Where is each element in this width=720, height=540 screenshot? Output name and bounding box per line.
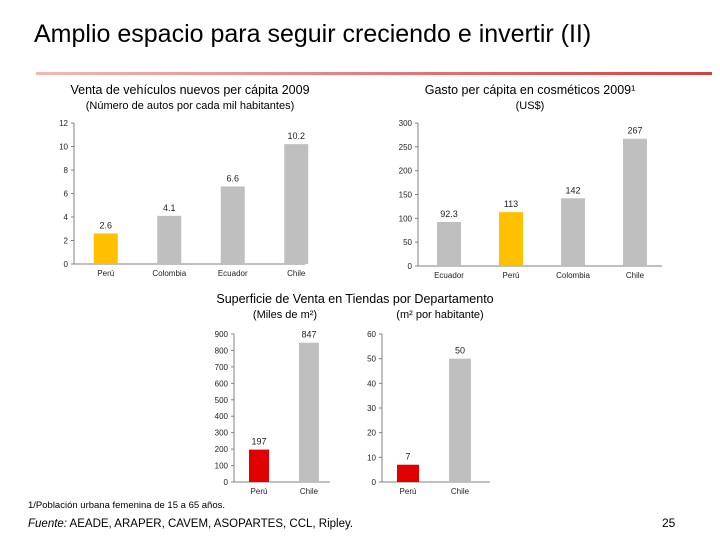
y-tick-label: 700 — [215, 363, 229, 372]
footnote: 1/Población urbana femenina de 15 a 65 a… — [28, 500, 226, 511]
category-label: Chile — [626, 271, 645, 280]
data-label: 113 — [504, 199, 518, 209]
bar-ecuador — [437, 222, 461, 266]
y-tick-label: 30 — [367, 404, 376, 413]
y-tick-label: 150 — [399, 191, 413, 200]
category-label: Perú — [503, 271, 520, 280]
category-label: Perú — [400, 487, 417, 496]
title-divider — [36, 72, 712, 75]
chart-area-thousands-subtitle: (Miles de m²) — [252, 309, 318, 321]
y-tick-label: 60 — [367, 330, 376, 339]
data-label: 4.1 — [163, 203, 176, 213]
y-tick-label: 40 — [367, 379, 376, 388]
y-tick-label: 4 — [64, 213, 69, 222]
data-label: 7 — [405, 452, 410, 462]
y-tick-label: 100 — [215, 462, 229, 471]
bar-chile — [284, 144, 309, 264]
y-tick-label: 0 — [408, 262, 413, 271]
data-label: 10.2 — [287, 131, 305, 141]
y-tick-label: 8 — [64, 166, 69, 175]
category-label: Ecuador — [218, 269, 248, 278]
category-label: Perú — [251, 487, 268, 496]
data-label: 50 — [455, 346, 465, 356]
y-tick-label: 600 — [215, 379, 229, 388]
y-tick-label: 400 — [215, 412, 229, 421]
category-label: Ecuador — [434, 271, 464, 280]
bar-perú — [397, 464, 419, 482]
chart-area-per-inhabitant-subtitle: (m² por habitante) — [396, 309, 484, 321]
y-tick-label: 100 — [399, 214, 413, 223]
y-tick-label: 900 — [215, 330, 229, 339]
slide-title: Amplio espacio para seguir creciendo e i… — [34, 20, 592, 48]
data-label: 92.3 — [440, 209, 458, 219]
page-number: 25 — [662, 516, 676, 530]
y-tick-label: 200 — [399, 167, 413, 176]
source-note: Fuente: AEADE, ARAPER, CAVEM, ASOPARTES,… — [28, 518, 353, 530]
category-label: Chile — [287, 269, 306, 278]
bar-perú — [249, 449, 269, 482]
bar-perú — [499, 212, 523, 266]
y-tick-label: 20 — [367, 429, 376, 438]
category-label: Chile — [300, 487, 319, 496]
y-tick-label: 50 — [367, 355, 376, 364]
category-label: Colombia — [556, 271, 590, 280]
category-label: Colombia — [152, 269, 186, 278]
chart-cosmetics: 0 50 100 150 200 250 300 92.3 Ecuador 113 Perú 142 C… — [399, 119, 662, 280]
bar-chile — [299, 342, 319, 482]
chart-cosmetics-title: Gasto per cápita en cosméticos 2009¹ — [424, 83, 636, 97]
data-label: 267 — [627, 126, 642, 136]
source-label: Fuente: — [28, 518, 67, 530]
chart-area-thousands: 0 100 200 300 400 500 600 700 800 900 197 Perú 847 Ch… — [215, 330, 330, 496]
chart-cosmetics-subtitle: (US$) — [515, 100, 545, 112]
chart-vehicles-title: Venta de vehículos nuevos per cápita 200… — [70, 83, 310, 97]
y-tick-label: 50 — [403, 238, 412, 247]
chart-vehicles-subtitle: (Número de autos por cada mil habitantes… — [85, 100, 295, 112]
category-label: Chile — [451, 487, 470, 496]
y-tick-label: 0 — [224, 478, 229, 487]
y-tick-label: 300 — [399, 119, 413, 128]
bar-colombia — [561, 198, 585, 266]
data-label: 142 — [565, 185, 580, 195]
data-label: 197 — [251, 437, 266, 447]
y-tick-label: 300 — [215, 429, 229, 438]
bar-perú — [93, 233, 118, 264]
y-tick-label: 200 — [215, 445, 229, 454]
y-tick-label: 0 — [64, 260, 69, 269]
bar-chile — [623, 138, 647, 266]
y-tick-label: 12 — [59, 119, 68, 128]
source-text: AEADE, ARAPER, CAVEM, ASOPARTES, CCL, Ri… — [67, 518, 354, 530]
data-label: 847 — [301, 330, 316, 340]
y-tick-label: 6 — [64, 190, 69, 199]
y-tick-label: 2 — [64, 237, 69, 246]
y-tick-label: 800 — [215, 346, 229, 355]
y-tick-label: 250 — [399, 143, 413, 152]
data-label: 6.6 — [226, 173, 239, 183]
bar-colombia — [157, 215, 182, 264]
data-label: 2.6 — [99, 220, 112, 230]
y-tick-label: 0 — [372, 478, 377, 487]
y-tick-label: 10 — [59, 143, 68, 152]
bar-ecuador — [220, 186, 245, 264]
chart-vehicles: 0 2 4 6 8 10 12 2.6 Perú 4.1 Colombia 6.6 Ecuador 10.… — [59, 119, 309, 278]
chart-department-store-title: Superficie de Venta en Tiendas por Depar… — [216, 292, 494, 306]
y-tick-label: 500 — [215, 396, 229, 405]
bar-chile — [449, 358, 471, 482]
category-label: Perú — [97, 269, 114, 278]
chart-area-per-inhabitant: 0 10 20 30 40 50 60 7 Perú 50 Chile — [367, 330, 490, 496]
y-tick-label: 10 — [367, 453, 376, 462]
